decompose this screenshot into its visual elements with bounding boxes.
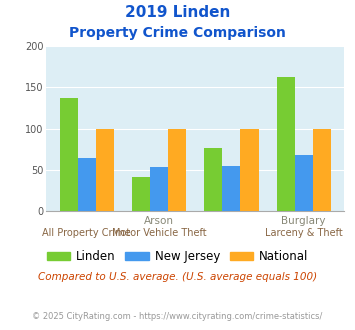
Text: 2019 Linden: 2019 Linden bbox=[125, 5, 230, 20]
Bar bbox=[132, 177, 150, 211]
Bar bbox=[313, 129, 331, 211]
Text: Arson: Arson bbox=[144, 216, 174, 226]
Text: © 2025 CityRating.com - https://www.cityrating.com/crime-statistics/: © 2025 CityRating.com - https://www.city… bbox=[32, 312, 323, 321]
Bar bbox=[277, 77, 295, 211]
Text: Larceny & Theft: Larceny & Theft bbox=[265, 228, 343, 238]
Legend: Linden, New Jersey, National: Linden, New Jersey, National bbox=[42, 245, 313, 268]
Bar bbox=[168, 129, 186, 211]
Bar bbox=[78, 157, 96, 211]
Bar bbox=[222, 166, 240, 211]
Text: Motor Vehicle Theft: Motor Vehicle Theft bbox=[112, 228, 206, 238]
Bar bbox=[60, 98, 78, 211]
Text: Compared to U.S. average. (U.S. average equals 100): Compared to U.S. average. (U.S. average … bbox=[38, 272, 317, 282]
Text: All Property Crime: All Property Crime bbox=[43, 228, 131, 238]
Bar bbox=[240, 129, 258, 211]
Text: Property Crime Comparison: Property Crime Comparison bbox=[69, 26, 286, 40]
Bar bbox=[204, 148, 222, 211]
Bar bbox=[150, 167, 168, 211]
Bar bbox=[96, 129, 114, 211]
Text: Burglary: Burglary bbox=[282, 216, 326, 226]
Bar bbox=[295, 155, 313, 211]
